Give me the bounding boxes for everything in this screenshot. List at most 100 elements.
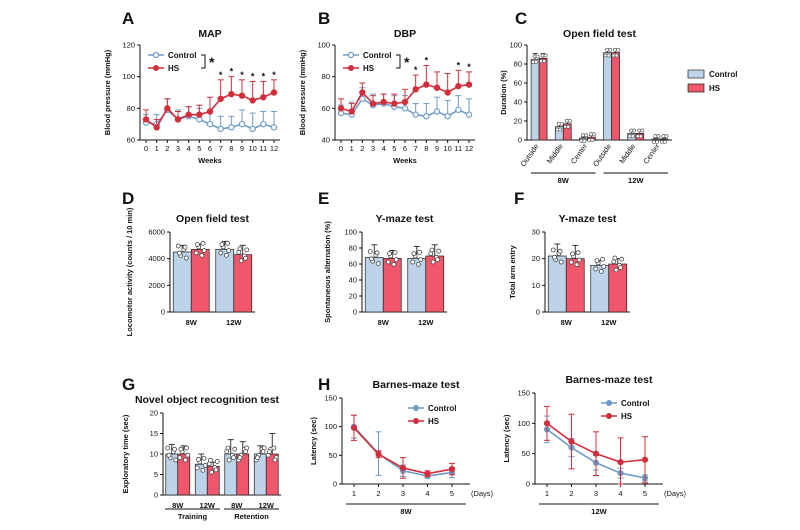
series-marker	[142, 116, 150, 123]
data-point-dot	[177, 250, 182, 256]
bar-control	[364, 257, 384, 313]
x-tick-label: 1	[350, 144, 354, 153]
x-tick-label: 12	[465, 144, 473, 153]
y-tick-label: 40	[322, 136, 330, 145]
x-tick-label: Outside	[591, 142, 613, 168]
series-marker	[196, 111, 203, 118]
legend-label-hs: HS	[168, 64, 180, 73]
data-point-dot	[374, 250, 380, 256]
x-tick-label: 6	[403, 144, 407, 153]
panel-H1: H Barnes-maze test 0 50 100 150 Latency (sec) 1…	[309, 375, 494, 516]
significance-star: *	[457, 60, 461, 70]
data-point-dot	[200, 467, 206, 473]
panel-letter: C	[515, 9, 527, 28]
y-tick-label: 120	[122, 41, 135, 50]
data-point-dot	[613, 267, 619, 273]
x-tick-label: 8W	[378, 318, 390, 327]
bar-hs	[538, 57, 548, 141]
panel-E: E Y-maze test 0 20 40 60 80 100 Spontaneous alte…	[318, 189, 447, 327]
data-point-dot	[630, 134, 635, 139]
series-marker	[270, 124, 278, 131]
legend-label-hs: HS	[621, 412, 633, 421]
y-tick-label: 10	[532, 281, 540, 290]
panel-title: Barnes-maze test	[566, 374, 653, 386]
panel-letter: H	[318, 375, 330, 394]
panel-title: DBP	[394, 28, 416, 40]
data-point-dot	[237, 455, 243, 461]
x-tick-label: 2	[360, 144, 364, 153]
data-point-dot	[195, 242, 200, 247]
data-point-dot	[196, 457, 201, 462]
x-tick-label: 7	[414, 144, 418, 153]
data-point-dot	[600, 256, 605, 262]
data-point-dot	[557, 248, 563, 254]
data-point-dot	[173, 457, 179, 463]
data-point-dot	[618, 265, 623, 271]
series-marker	[359, 89, 366, 96]
y-axis-label: Blood pressure (mmHg)	[298, 49, 307, 135]
data-point-dot	[608, 47, 612, 52]
y-tick-label: 0	[526, 480, 530, 489]
data-point-dot	[214, 459, 220, 464]
y-axis-label: Blood pressure (mmHg)	[103, 49, 112, 135]
data-point-dot	[201, 455, 207, 461]
data-point-dot	[558, 127, 563, 132]
data-point-dot	[391, 261, 397, 267]
series-marker	[543, 420, 551, 427]
y-tick-label: 150	[517, 389, 530, 398]
data-point-dot	[369, 256, 374, 262]
data-point-dot	[213, 467, 219, 473]
data-point-dot	[436, 248, 442, 254]
series-marker	[465, 81, 473, 88]
bar-control	[530, 58, 540, 141]
x-tick-label: 1	[545, 489, 549, 498]
series-marker	[185, 111, 192, 118]
y-tick-label: 5	[154, 470, 158, 479]
x-tick-label: 11	[259, 144, 267, 153]
series-marker	[206, 108, 214, 115]
x-tick-label: 6	[208, 144, 212, 153]
data-point-dot	[183, 255, 189, 261]
series-marker	[412, 86, 419, 93]
data-point-dot	[582, 139, 587, 143]
data-point-dot	[616, 47, 620, 52]
bar-control	[547, 255, 567, 313]
series-marker	[228, 90, 235, 98]
series-marker	[641, 456, 649, 463]
data-point-dot	[238, 258, 244, 264]
x-tick-label: 5	[392, 144, 396, 153]
x-tick-label: 4	[618, 489, 622, 498]
panel-letter: D	[122, 189, 134, 208]
legend-marker-hs	[153, 65, 159, 71]
series-marker	[433, 84, 441, 91]
series-marker	[592, 450, 600, 457]
y-tick-label: 0	[353, 308, 357, 317]
data-point-dot	[218, 250, 224, 256]
x-tick-label: 5	[643, 489, 647, 498]
data-point-dot	[663, 139, 667, 144]
y-tick-label: 4000	[148, 254, 165, 263]
series-marker	[238, 120, 246, 128]
y-tick-label: 60	[322, 104, 330, 113]
x-tick-label: 2	[569, 489, 573, 498]
x-tick-label: 8	[424, 144, 428, 153]
x-unit-label: (Days)	[664, 489, 687, 498]
y-tick-label: 0	[154, 491, 158, 500]
x-tick-label: 3	[594, 489, 598, 498]
panel-D: D Open field test 0 2000 4000 6000 Locomotor a…	[122, 189, 255, 336]
legend-label-hs: HS	[428, 417, 440, 426]
x-tick-label: 8W	[231, 501, 243, 510]
y-tick-label: 100	[317, 41, 330, 50]
y-tick-label: 0	[518, 136, 522, 145]
y-tick-label: 0	[333, 480, 337, 489]
x-tick-label: 7	[219, 144, 223, 153]
data-point-dot	[559, 121, 564, 126]
data-point-dot	[393, 257, 399, 263]
panel-title: MAP	[198, 28, 221, 40]
legend-marker-control	[347, 51, 355, 59]
legend-label-hs: HS	[363, 64, 375, 73]
series-marker	[399, 464, 407, 472]
panel-letter: E	[318, 189, 329, 208]
series-marker	[270, 89, 278, 96]
